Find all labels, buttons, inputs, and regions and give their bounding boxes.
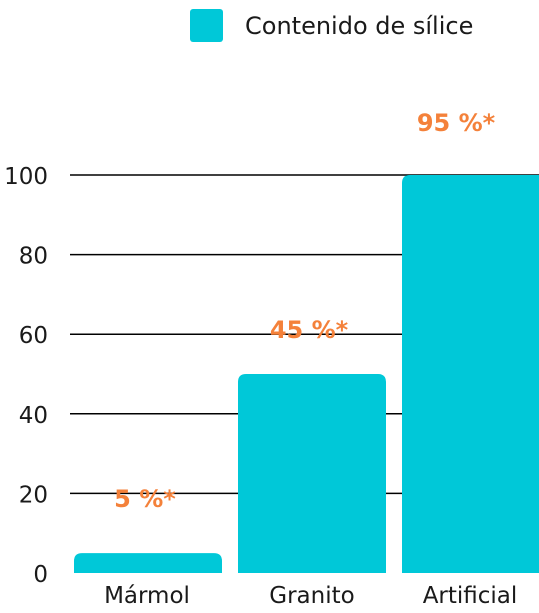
legend-label: Contenido de sílice — [245, 12, 473, 40]
legend: Contenido de sílice — [190, 9, 473, 42]
x-tick-label: Artificial — [423, 583, 518, 609]
bar — [402, 175, 539, 573]
data-label: 45 %* — [270, 316, 349, 344]
x-tick-label: Mármol — [104, 583, 190, 609]
bar — [74, 553, 222, 573]
data-label: 95 %* — [417, 109, 496, 137]
y-tick-label: 20 — [19, 482, 48, 508]
x-axis-ticks: Mármol Granito Artificial — [104, 583, 517, 609]
data-label: 5 %* — [114, 485, 176, 513]
y-axis-ticks: 0 20 40 60 80 100 — [4, 164, 48, 588]
y-tick-label: 0 — [33, 562, 48, 588]
legend-swatch — [190, 9, 223, 42]
x-tick-label: Granito — [269, 583, 354, 609]
y-tick-label: 80 — [19, 244, 48, 270]
y-tick-label: 100 — [4, 164, 48, 190]
y-tick-label: 40 — [19, 403, 48, 429]
y-tick-label: 60 — [19, 323, 48, 349]
bar — [238, 374, 386, 573]
data-labels: 5 %* 45 %* 95 %* — [114, 109, 495, 513]
x-axis-baseline — [60, 573, 539, 578]
bars — [60, 175, 539, 578]
